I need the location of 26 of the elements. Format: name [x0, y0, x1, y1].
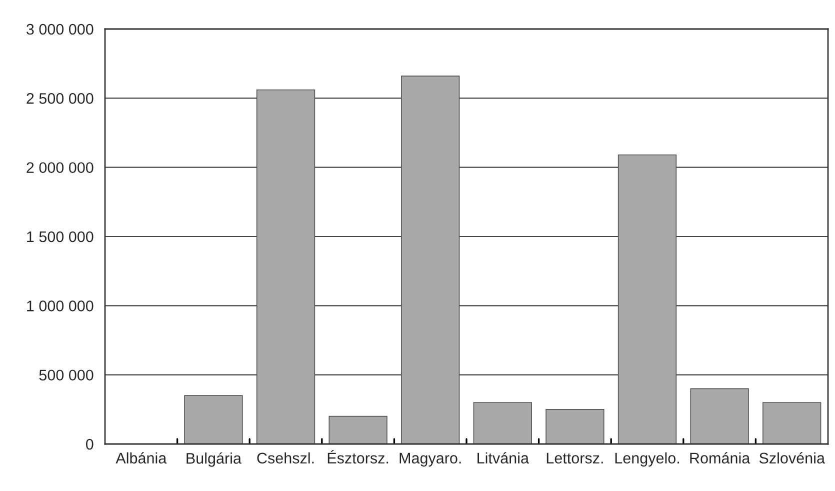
- x-tick-label: Észtorsz.: [328, 450, 388, 464]
- x-tick-label: Románia: [690, 452, 750, 464]
- bar: [690, 388, 749, 444]
- y-tick-label: 500 000: [39, 370, 94, 381]
- bar: [473, 402, 532, 444]
- bar: [546, 408, 604, 444]
- bar: [184, 395, 243, 444]
- x-tick-label: Bulgária: [186, 452, 242, 467]
- y-tick-label: 0: [86, 438, 94, 450]
- bar: [256, 89, 316, 444]
- x-tick-label: Szlovénia: [759, 452, 825, 464]
- bar: [762, 402, 822, 444]
- y-tick-label: 1 000 000: [27, 300, 94, 312]
- x-tick-label: Litvánia: [478, 452, 529, 464]
- x-tick-label: Lengyelo.: [615, 452, 679, 467]
- bar: [328, 416, 388, 444]
- y-tick-label: 3 000 000: [26, 24, 94, 35]
- bar: [618, 154, 677, 444]
- x-tick-label: Lettorsz.: [546, 452, 603, 464]
- y-tick-label: 1 500 000: [27, 231, 94, 242]
- x-tick-label: Albánia: [116, 452, 167, 464]
- bar: [401, 76, 460, 444]
- y-tick-label: 2 000 000: [26, 162, 94, 174]
- x-tick-label: Csehszl.: [257, 452, 314, 464]
- y-tick-label: 2 500 000: [26, 93, 94, 104]
- x-tick-label: Magyaro.: [400, 452, 461, 467]
